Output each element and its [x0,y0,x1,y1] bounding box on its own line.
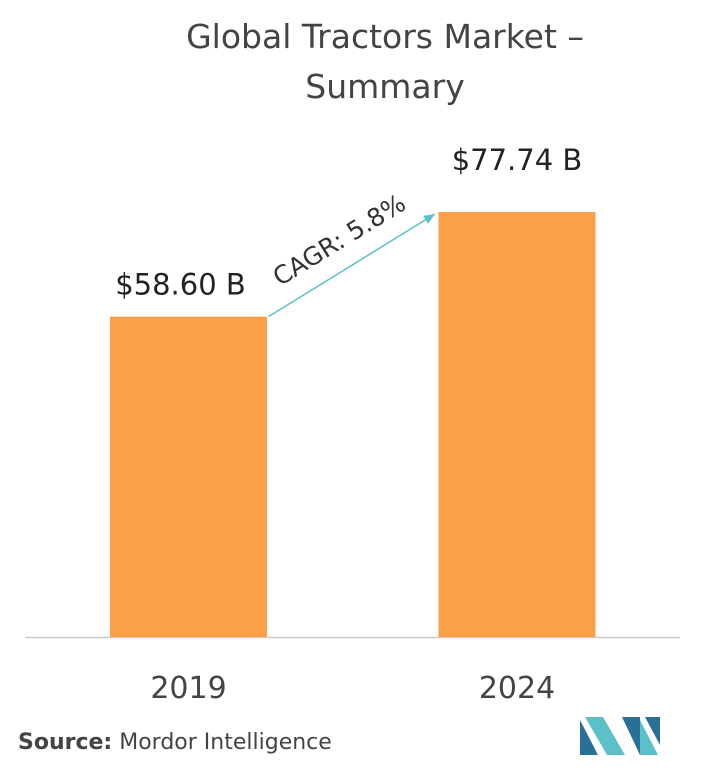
x-tick-label: 2019 [150,671,226,706]
cagr-label: CAGR: 5.8% [268,188,411,291]
bar [438,212,596,637]
source-label: Source: [18,730,113,755]
source: Source: Mordor Intelligence [18,730,332,755]
logo [580,717,660,755]
source-text: Mordor Intelligence [119,730,332,755]
value-label: $58.60 B [115,268,246,302]
cagr-arrowhead [423,214,435,224]
cagr-arrow [268,213,436,318]
chart-title: Global Tractors Market – Summary [186,17,584,106]
bar [110,316,267,637]
x-tick-label: 2024 [479,671,555,706]
value-label: $77.74 B [452,143,583,177]
